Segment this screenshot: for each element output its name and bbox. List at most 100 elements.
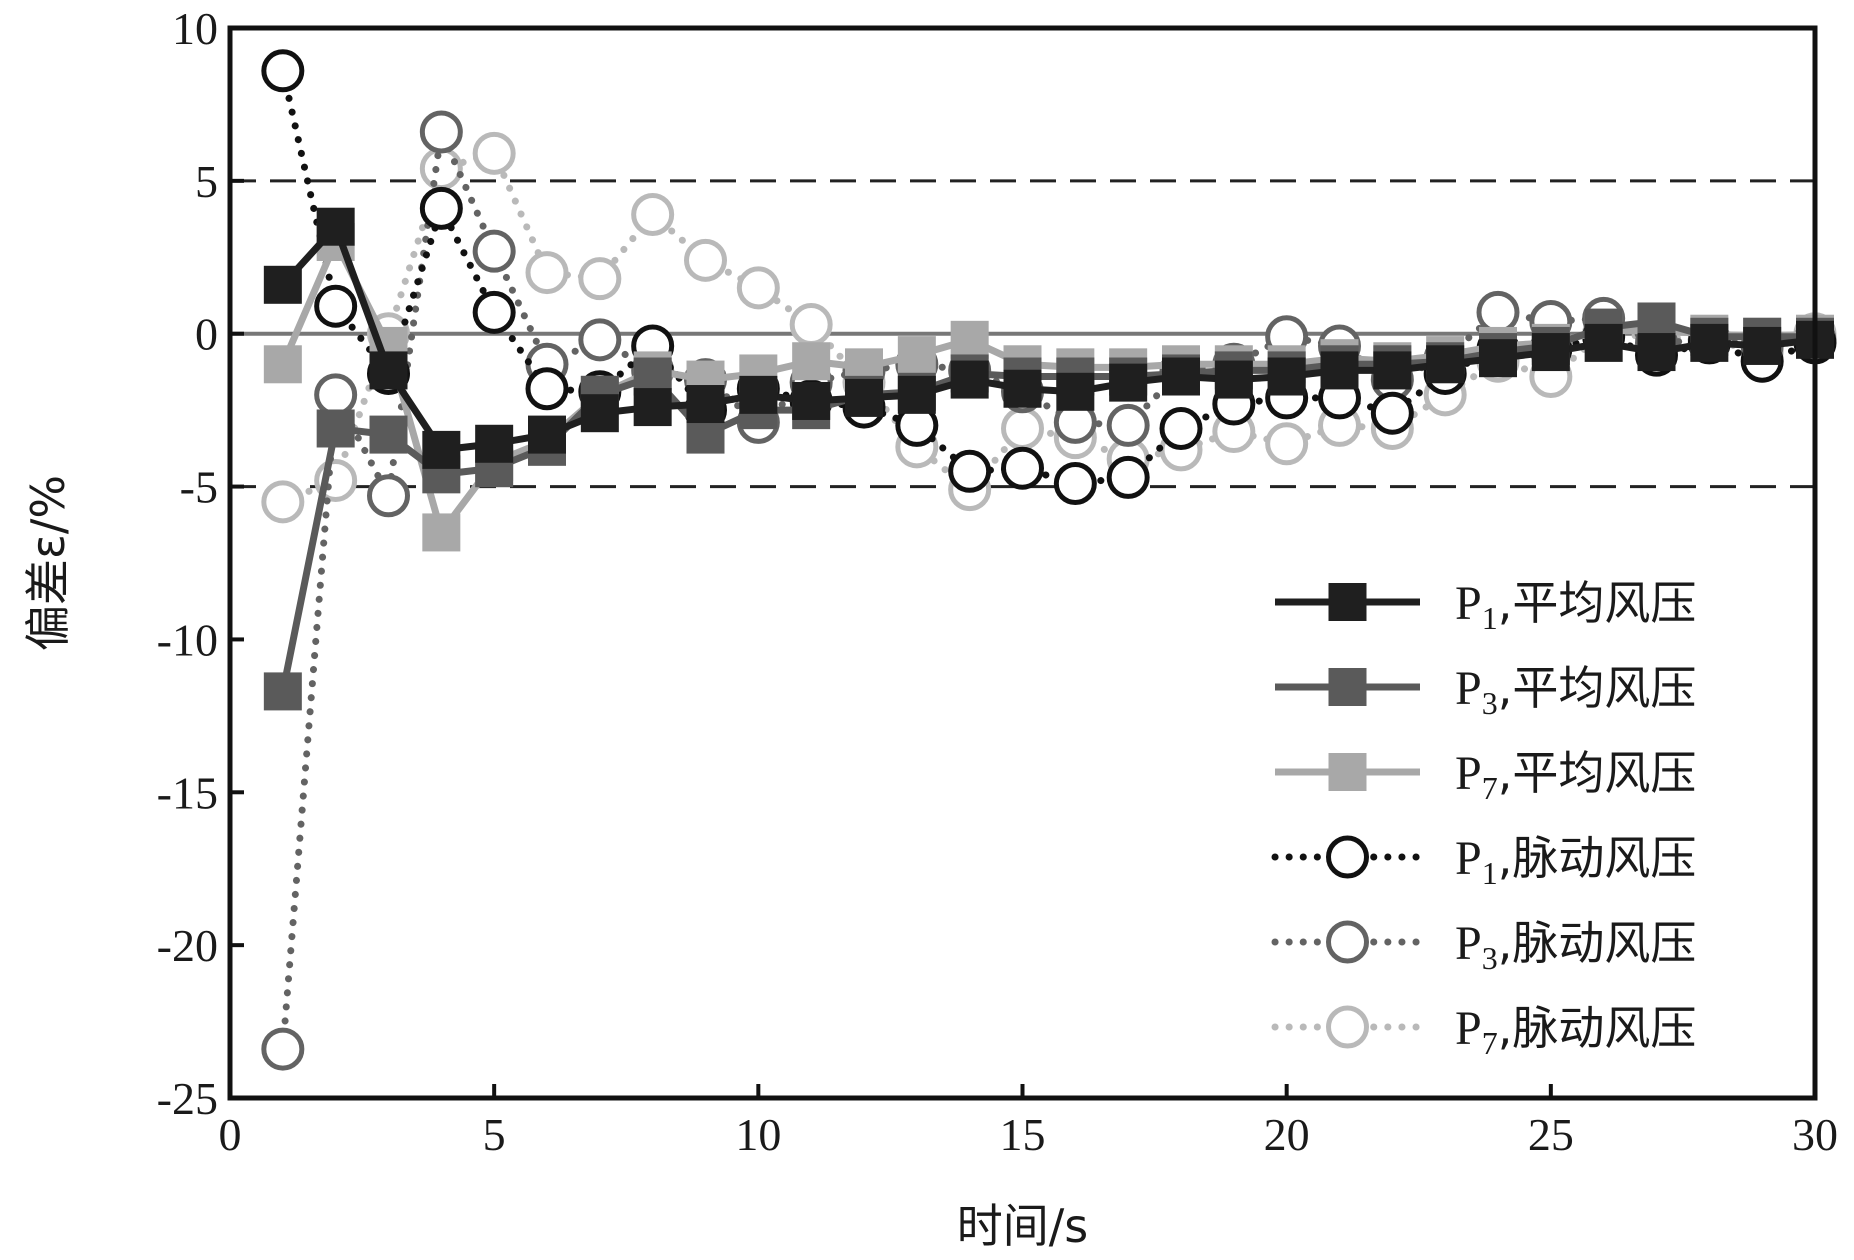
y-axis-label: 偏差ε/% [21,475,75,651]
series-layer [261,49,1837,1071]
data-point [580,394,619,433]
data-point [1320,351,1359,390]
legend-label: P3,脉动风压 [1455,916,1696,976]
x-tick-label: 20 [1264,1109,1310,1160]
x-tick-label: 5 [483,1109,506,1160]
series-line [279,149,1819,506]
data-point [1743,326,1782,365]
data-point [686,385,725,424]
data-point [528,415,566,454]
x-tick-label: 10 [735,1109,781,1160]
data-point [1106,455,1150,499]
data-point [1056,372,1095,411]
data-point [1053,462,1097,506]
legend-label: P7,平均风压 [1455,746,1696,806]
data-point [422,513,461,552]
data-point [739,375,778,414]
data-point [1531,333,1570,372]
data-point [1584,323,1623,362]
data-point [261,480,305,524]
data-point [1106,403,1150,447]
data-point [1370,391,1414,435]
data-point [369,351,408,390]
data-point [1001,406,1044,450]
data-point [419,110,463,154]
legend-item: P3,脉动风压 [1271,916,1696,976]
legend-item: P7,脉动风压 [1271,1001,1696,1061]
data-point [948,449,992,493]
x-axis-label: 时间/s [957,1199,1088,1253]
data-point [261,1027,305,1071]
data-point [369,415,408,454]
legend-label: P3,平均风压 [1455,661,1696,721]
data-point [1267,357,1306,396]
x-tick-label: 25 [1528,1109,1574,1160]
data-point [263,345,302,384]
data-point [897,375,936,414]
data-point [525,367,569,411]
data-point [263,265,302,304]
y-tick-label: 5 [195,156,218,207]
data-point [1265,422,1309,466]
y-tick-label: -15 [157,767,218,818]
data-point [472,131,516,175]
y-tick-label: -20 [157,920,218,971]
data-point [1690,323,1729,362]
data-point [263,672,302,711]
data-point [367,474,410,518]
data-point [1373,351,1412,390]
legend-item: P1,平均风压 [1275,576,1696,636]
data-point [525,251,569,295]
data-point [314,284,358,328]
legend-label: P7,脉动风压 [1455,1001,1696,1061]
x-tick-label: 0 [219,1109,242,1160]
legend-marker [1326,920,1369,964]
data-point [1109,363,1148,402]
y-tick-label: 0 [195,309,218,360]
data-point [578,257,622,301]
data-point [314,373,358,417]
legend-marker [1326,1005,1369,1049]
legend-marker [1328,753,1367,791]
data-point [419,186,463,230]
data-point [1476,290,1520,334]
series-line [279,67,1819,488]
legend-marker [1328,583,1367,621]
y-tick-label: 10 [172,3,218,54]
data-point [1001,446,1044,490]
x-tick-label: 30 [1792,1109,1838,1160]
data-point [845,378,883,417]
legend-item: P7,平均风压 [1275,746,1696,806]
data-point [1426,345,1465,384]
data-point [316,409,355,448]
data-point [792,342,831,381]
data-point [633,388,672,427]
data-point [1162,357,1200,396]
data-point [631,192,675,236]
x-tick-label: 15 [1000,1109,1046,1160]
y-tick-label: -10 [157,614,218,665]
data-point [792,381,831,420]
data-point [261,49,305,93]
data-point [1003,369,1042,408]
data-point [950,320,989,359]
legend-marker [1326,835,1369,879]
data-point [472,229,516,273]
data-point [1479,339,1517,378]
data-point [684,238,727,282]
data-point [472,290,516,334]
data-point [736,266,780,310]
legend: P1,平均风压 P3,平均风压 P7,平均风压 P1,脉动风压 P3,脉动风压 P7,脉动… [1271,576,1696,1061]
data-point [789,303,833,347]
data-point [1637,333,1676,372]
series-line [279,317,1815,693]
data-point [316,207,355,246]
y-tick-label: -25 [157,1073,218,1124]
data-point [1214,360,1253,399]
axis-ticks: 0 5 10 15 20 25 30 10 5 0 -5 -10 -15 -20 -25 [157,3,1838,1160]
legend-label: P1,平均风压 [1455,576,1696,636]
data-point [578,318,622,362]
data-point [897,336,936,375]
legend-marker [1328,668,1367,706]
